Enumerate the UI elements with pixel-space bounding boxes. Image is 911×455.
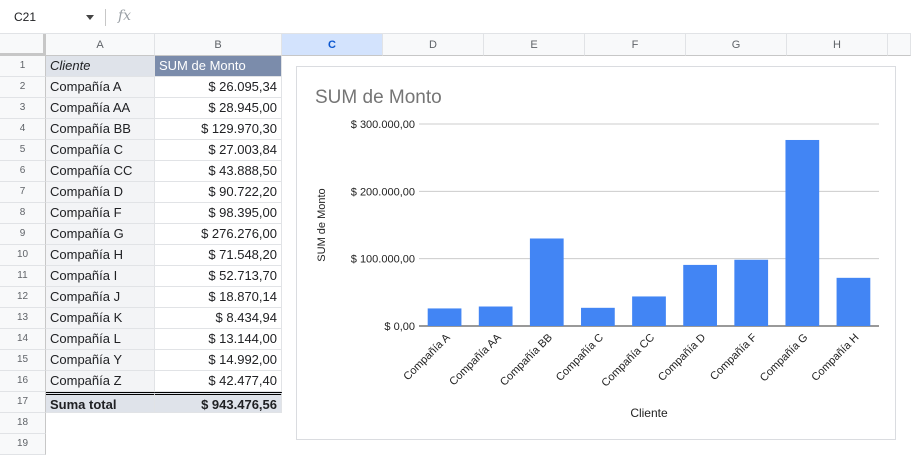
row-header-7[interactable]: 7 xyxy=(0,182,46,203)
pivot-header-sum[interactable]: SUM de Monto xyxy=(155,56,282,77)
column-header-b[interactable]: B xyxy=(155,34,282,56)
row-header-14[interactable]: 14 xyxy=(0,329,46,350)
column-header-h[interactable]: H xyxy=(787,34,888,56)
bar-compa-a-h xyxy=(836,277,871,326)
pivot-header-cliente[interactable]: Cliente xyxy=(46,56,155,77)
pivot-row-label[interactable]: Compañía I xyxy=(46,266,155,287)
pivot-row-value[interactable]: $ 276.276,00 xyxy=(155,224,282,245)
row-header-4[interactable]: 4 xyxy=(0,119,46,140)
x-tick-label: Compañía D xyxy=(656,332,708,384)
x-tick-label: Compañía F xyxy=(708,331,759,382)
x-axis-title: Cliente xyxy=(630,406,668,420)
pivot-row-label[interactable]: Compañía J xyxy=(46,287,155,308)
column-header-e[interactable]: E xyxy=(484,34,585,56)
x-tick-label: Compañía AA xyxy=(447,331,504,388)
column-header-c[interactable]: C xyxy=(282,34,383,56)
x-tick-label: Compañía CC xyxy=(599,332,657,390)
pivot-row-label[interactable]: Compañía C xyxy=(46,140,155,161)
pivot-row-label[interactable]: Compañía AA xyxy=(46,98,155,119)
pivot-row-label[interactable]: Compañía CC xyxy=(46,161,155,182)
pivot-row-value[interactable]: $ 27.003,84 xyxy=(155,140,282,161)
chart[interactable]: SUM de Monto $ 0,00 $ 100.000,00 $ 200.000,… xyxy=(296,66,896,440)
x-tick-label: Compañía BB xyxy=(498,332,555,389)
column-header-d[interactable]: D xyxy=(383,34,484,56)
pivot-row-value[interactable]: $ 8.434,94 xyxy=(155,308,282,329)
y-tick-label: $ 300.000,00 xyxy=(351,119,415,131)
select-all-corner[interactable] xyxy=(0,34,46,56)
pivot-row-value[interactable]: $ 13.144,00 xyxy=(155,329,282,350)
bar-compa-a-f xyxy=(734,259,769,326)
pivot-row-label[interactable]: Compañía BB xyxy=(46,119,155,140)
row-header-17[interactable]: 17 xyxy=(0,392,46,413)
x-tick-label: Compañía C xyxy=(554,332,606,384)
column-header-g[interactable]: G xyxy=(686,34,787,56)
y-axis-title: SUM de Monto xyxy=(316,188,328,261)
x-tick-label: Compañía G xyxy=(758,332,811,385)
pivot-row-label[interactable]: Compañía K xyxy=(46,308,155,329)
pivot-row-label[interactable]: Compañía G xyxy=(46,224,155,245)
y-tick-label: $ 100.000,00 xyxy=(351,254,415,266)
pivot-row-label[interactable]: Compañía L xyxy=(46,329,155,350)
y-tick-label: $ 0,00 xyxy=(384,321,415,333)
bar-compa-a-aa xyxy=(478,306,513,326)
pivot-row-label[interactable]: Compañía Y xyxy=(46,350,155,371)
row-header-18[interactable]: 18 xyxy=(0,413,46,434)
pivot-row-value[interactable]: $ 28.945,00 xyxy=(155,98,282,119)
pivot-row-label[interactable]: Compañía F xyxy=(46,203,155,224)
row-header-2[interactable]: 2 xyxy=(0,77,46,98)
x-tick-label: Compañía H xyxy=(809,332,861,384)
bar-compa-a-g xyxy=(785,139,820,326)
row-header-15[interactable]: 15 xyxy=(0,350,46,371)
pivot-total-value[interactable]: $ 943.476,56 xyxy=(155,392,282,413)
pivot-total-label[interactable]: Suma total xyxy=(46,392,155,413)
name-box[interactable]: C21 xyxy=(14,10,37,24)
pivot-row-value[interactable]: $ 14.992,00 xyxy=(155,350,282,371)
pivot-row-value[interactable]: $ 52.713,70 xyxy=(155,266,282,287)
row-header-3[interactable]: 3 xyxy=(0,98,46,119)
pivot-row-label[interactable]: Compañía Z xyxy=(46,371,155,392)
column-header-a[interactable]: A xyxy=(46,34,155,56)
column-header-f[interactable]: F xyxy=(585,34,686,56)
pivot-row-value[interactable]: $ 42.477,40 xyxy=(155,371,282,392)
pivot-row-value[interactable]: $ 18.870,14 xyxy=(155,287,282,308)
bar-compa-a-d xyxy=(683,264,717,326)
x-tick-label: Compañía A xyxy=(401,331,453,383)
row-header-16[interactable]: 16 xyxy=(0,371,46,392)
bar-compa-a-a xyxy=(427,308,462,326)
row-header-6[interactable]: 6 xyxy=(0,161,46,182)
row-header-5[interactable]: 5 xyxy=(0,140,46,161)
pivot-row-value[interactable]: $ 26.095,34 xyxy=(155,77,282,98)
chart-title: SUM de Monto xyxy=(315,87,442,108)
row-header-10[interactable]: 10 xyxy=(0,245,46,266)
pivot-row-value[interactable]: $ 43.888,50 xyxy=(155,161,282,182)
row-header-11[interactable]: 11 xyxy=(0,266,46,287)
formula-bar: C21 fx xyxy=(0,0,911,34)
bar-compa-a-c xyxy=(581,307,615,326)
formula-bar-divider xyxy=(105,9,106,26)
row-header-8[interactable]: 8 xyxy=(0,203,46,224)
pivot-row-value[interactable]: $ 90.722,20 xyxy=(155,182,282,203)
y-tick-label: $ 200.000,00 xyxy=(351,186,415,198)
row-header-19[interactable]: 19 xyxy=(0,434,46,455)
bar-compa-a-cc xyxy=(632,296,666,326)
row-header-13[interactable]: 13 xyxy=(0,308,46,329)
column-header-overflow[interactable] xyxy=(888,34,911,56)
bar-compa-a-bb xyxy=(529,238,564,326)
pivot-row-label[interactable]: Compañía A xyxy=(46,77,155,98)
pivot-row-label[interactable]: Compañía H xyxy=(46,245,155,266)
pivot-row-value[interactable]: $ 129.970,30 xyxy=(155,119,282,140)
pivot-row-label[interactable]: Compañía D xyxy=(46,182,155,203)
pivot-row-value[interactable]: $ 71.548,20 xyxy=(155,245,282,266)
name-box-dropdown-icon[interactable] xyxy=(86,15,94,20)
row-header-9[interactable]: 9 xyxy=(0,224,46,245)
fx-icon: fx xyxy=(118,8,132,24)
chart-svg: SUM de Monto $ 0,00 $ 100.000,00 $ 200.000,… xyxy=(315,87,879,420)
row-header-1[interactable]: 1 xyxy=(0,56,46,77)
pivot-row-value[interactable]: $ 98.395,00 xyxy=(155,203,282,224)
row-header-12[interactable]: 12 xyxy=(0,287,46,308)
